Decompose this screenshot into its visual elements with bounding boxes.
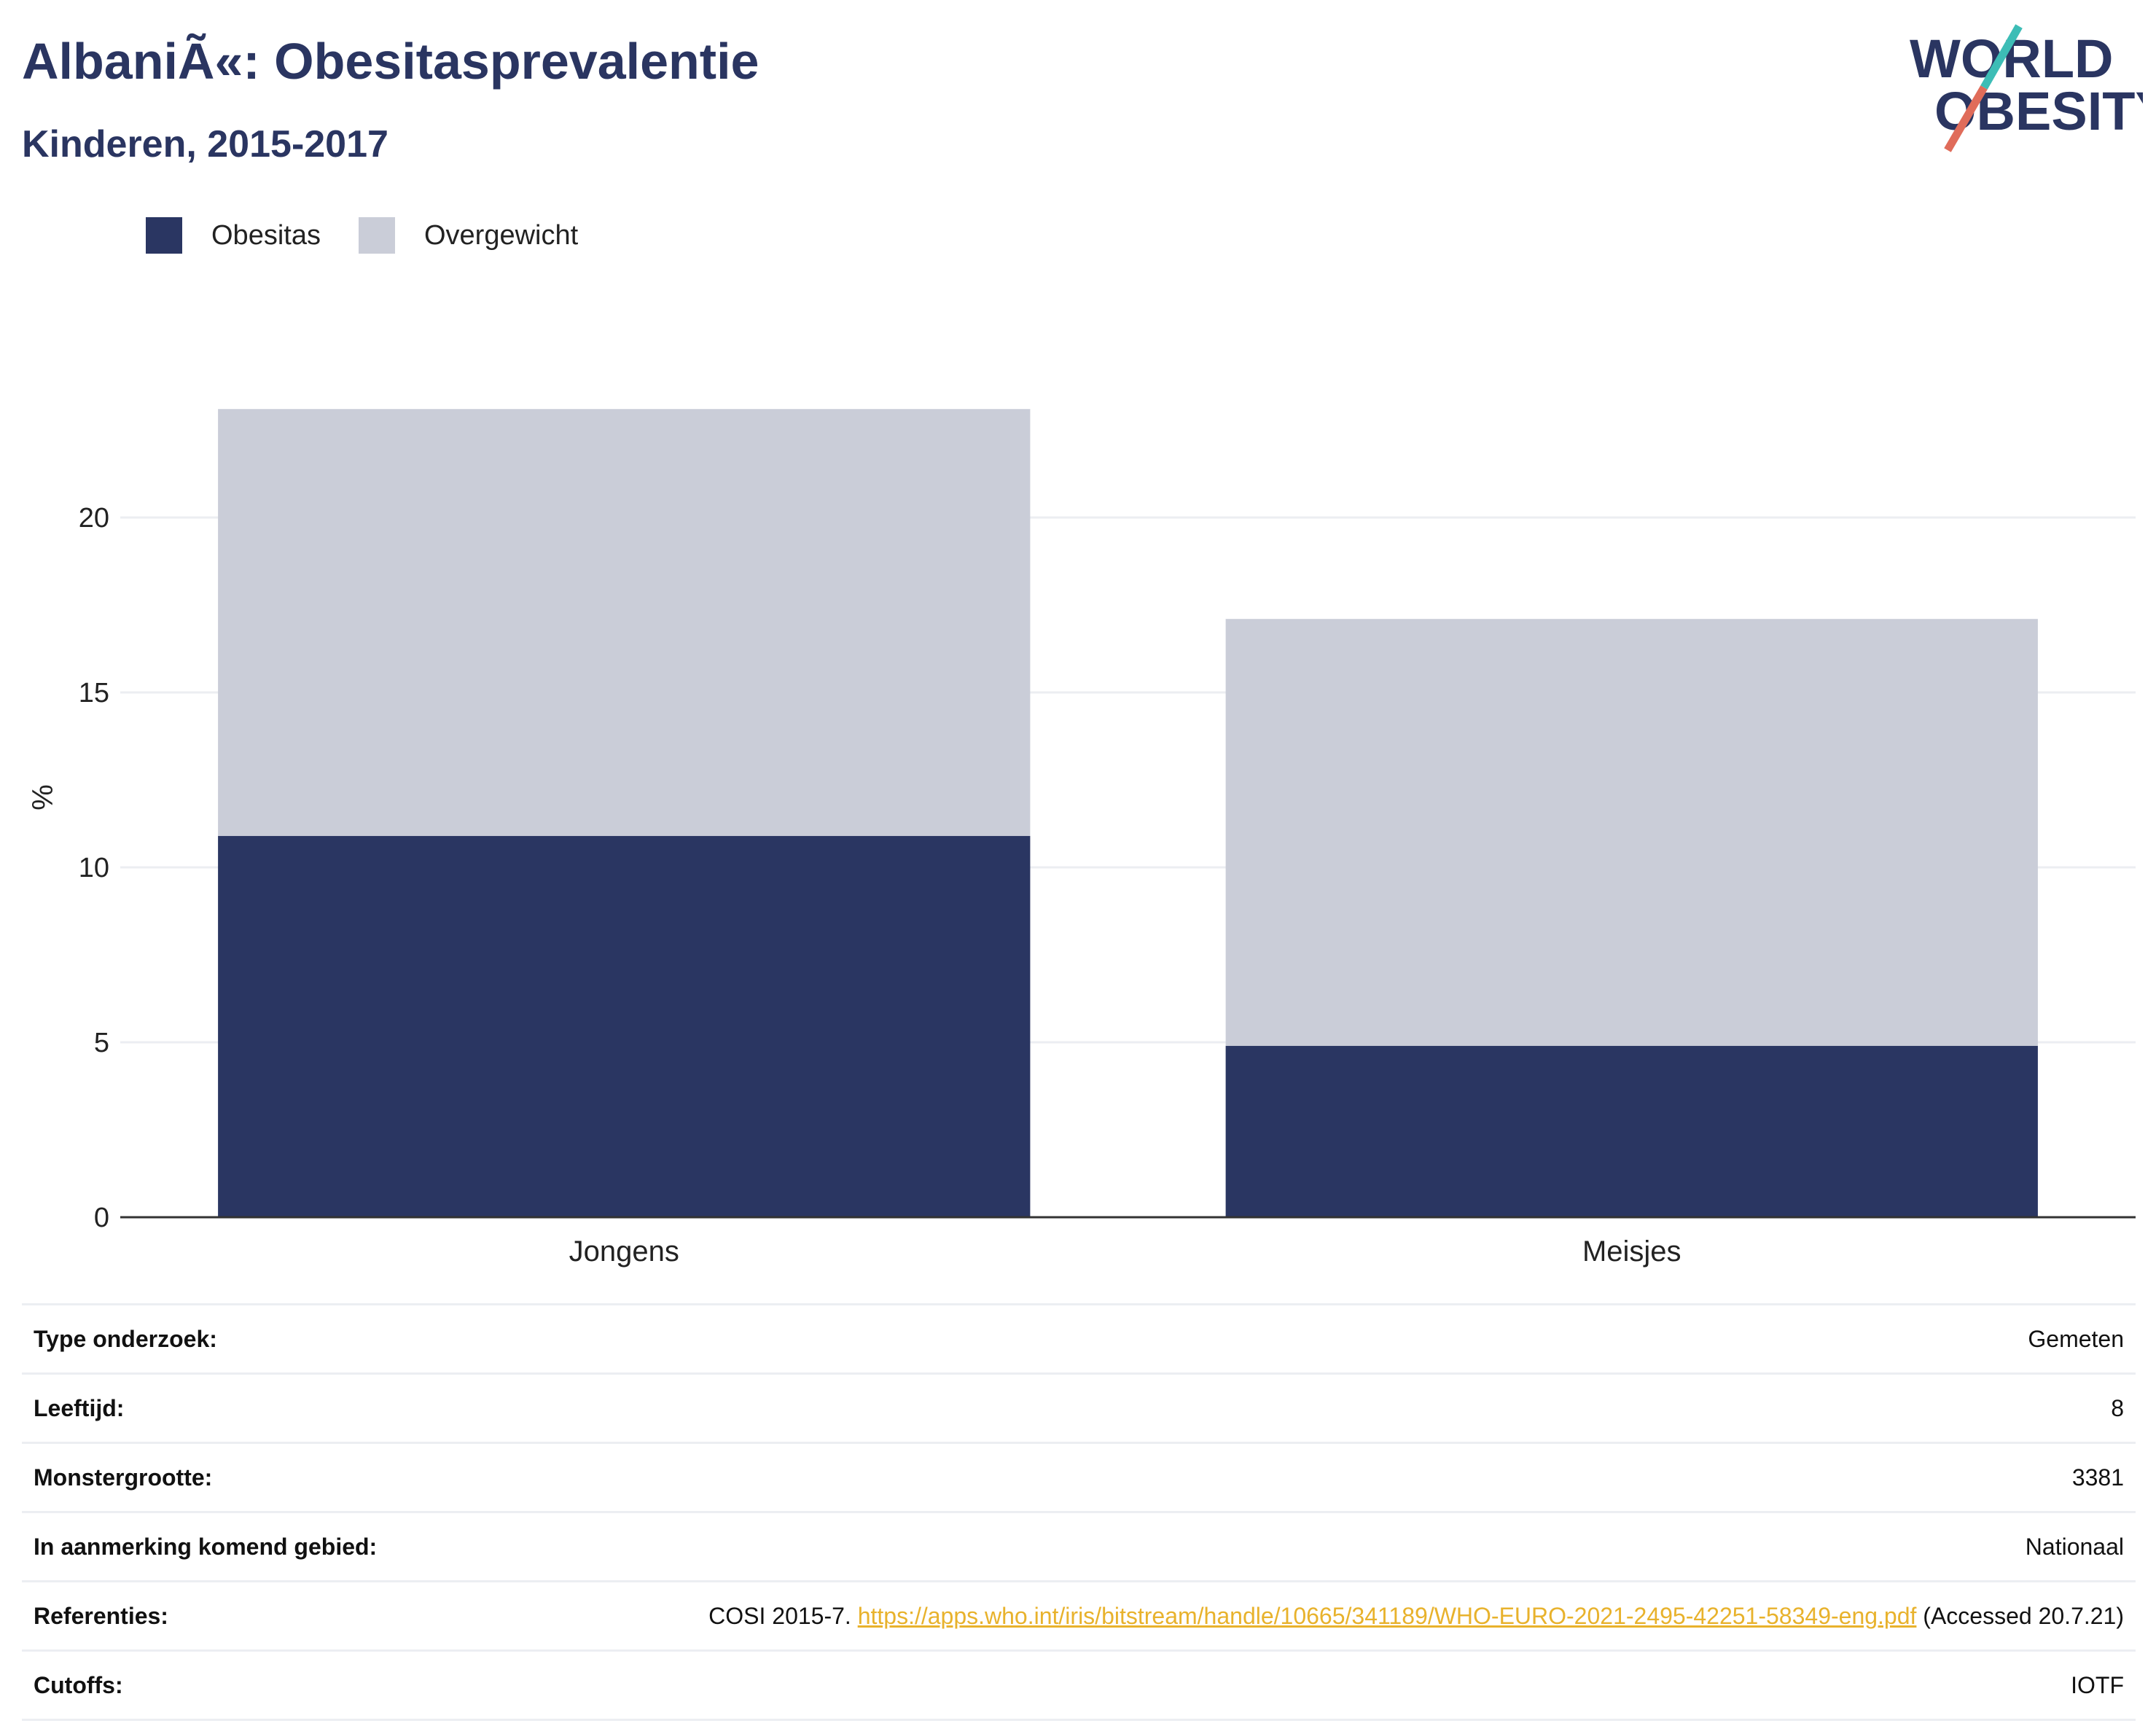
x-tick-label-jongens: Jongens — [569, 1235, 679, 1268]
chart-title: AlbaniÃ«: Obesitasprevalentie — [22, 33, 759, 90]
info-value-sample-size: 3381 — [555, 1442, 2136, 1513]
info-row-area: In aanmerking komend gebied: Nationaal — [22, 1511, 2136, 1582]
y-tick-label-10: 10 — [79, 853, 109, 883]
legend-item-overgewicht: Overgewicht — [358, 217, 579, 254]
info-row-cutoffs: Cutoffs: IOTF — [22, 1649, 2136, 1721]
chart-legend: Obesitas Overgewicht — [146, 217, 616, 254]
y-tick-label-15: 15 — [79, 678, 109, 708]
info-row-type: Type onderzoek: Gemeten — [22, 1303, 2136, 1375]
info-key-age: Leeftijd: — [22, 1372, 555, 1444]
info-row-references: Referenties: COSI 2015-7. https://apps.w… — [22, 1580, 2136, 1652]
reference-link[interactable]: https://apps.who.int/iris/bitstream/hand… — [857, 1603, 1917, 1629]
info-key-area: In aanmerking komend gebied: — [22, 1511, 555, 1582]
info-row-sample-size: Monstergrootte: 3381 — [22, 1442, 2136, 1513]
info-value-references: COSI 2015-7. https://apps.who.int/iris/b… — [555, 1580, 2136, 1652]
info-key-type: Type onderzoek: — [22, 1303, 555, 1375]
info-value-cutoffs: IOTF — [555, 1649, 2136, 1721]
bar-jongens-obesitas — [218, 835, 1031, 1217]
legend-swatch-overgewicht — [358, 217, 395, 254]
bar-meisjes-overgewicht — [1225, 619, 2038, 1046]
y-tick-label-5: 5 — [94, 1028, 109, 1058]
y-tick-label-0: 0 — [94, 1203, 109, 1233]
logo-slash-top — [1980, 24, 2023, 90]
y-tick-label-20: 20 — [79, 503, 109, 534]
info-value-area: Nationaal — [555, 1511, 2136, 1582]
info-value-age: 8 — [555, 1372, 2136, 1444]
x-tick-label-meisjes: Meisjes — [1582, 1235, 1682, 1268]
legend-label-obesitas: Obesitas — [211, 219, 321, 251]
legend-item-obesitas: Obesitas — [146, 217, 321, 254]
survey-info-table: Type onderzoek: Gemeten Leeftijd: 8 Mons… — [22, 1303, 2136, 1721]
logo-slash-bottom — [1944, 85, 1988, 152]
bar-meisjes-obesitas — [1225, 1045, 2038, 1217]
reference-prefix: COSI 2015-7. — [708, 1603, 858, 1629]
info-key-references: Referenties: — [22, 1580, 555, 1652]
world-obesity-logo: WORLD OBESITY — [1910, 24, 2143, 152]
info-row-age: Leeftijd: 8 — [22, 1372, 2136, 1444]
reference-suffix: (Accessed 20.7.21) — [1916, 1603, 2124, 1629]
bar-jongens-overgewicht — [218, 409, 1031, 836]
legend-swatch-obesitas — [146, 217, 182, 254]
info-value-type: Gemeten — [555, 1303, 2136, 1375]
legend-label-overgewicht: Overgewicht — [423, 219, 579, 251]
info-key-sample-size: Monstergrootte: — [22, 1442, 555, 1513]
info-key-cutoffs: Cutoffs: — [22, 1649, 555, 1721]
stacked-bar-chart: 0 5 10 15 20% Jongens Meisjes — [27, 409, 2136, 1268]
y-axis-label: % — [27, 784, 59, 811]
chart-subtitle: Kinderen, 2015-2017 — [22, 123, 388, 165]
